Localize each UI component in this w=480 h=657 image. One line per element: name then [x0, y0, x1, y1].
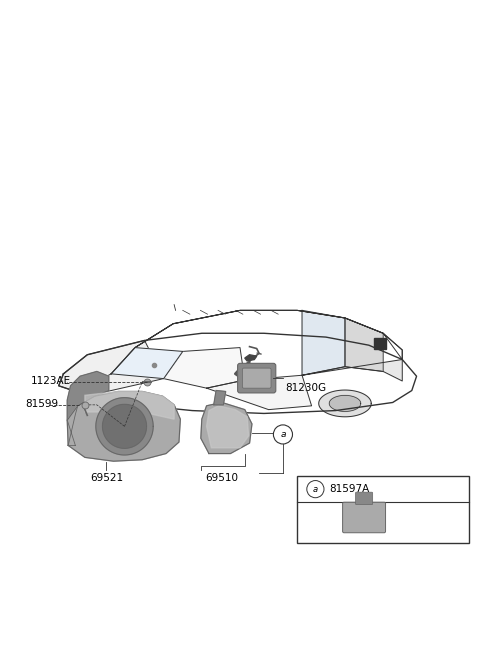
Polygon shape: [206, 406, 249, 448]
Polygon shape: [319, 390, 371, 417]
Polygon shape: [302, 310, 345, 375]
Polygon shape: [59, 340, 164, 396]
Text: a: a: [280, 430, 286, 439]
Text: a: a: [313, 485, 318, 493]
Polygon shape: [97, 393, 149, 420]
Polygon shape: [85, 392, 174, 419]
Polygon shape: [96, 397, 153, 455]
Text: 69510: 69510: [205, 472, 239, 483]
Text: 81597A: 81597A: [330, 484, 370, 494]
Polygon shape: [103, 404, 146, 448]
Polygon shape: [201, 403, 252, 453]
Polygon shape: [111, 348, 183, 378]
Bar: [297, 476, 469, 543]
Polygon shape: [206, 375, 312, 409]
Polygon shape: [373, 338, 385, 349]
Circle shape: [307, 480, 324, 498]
Polygon shape: [108, 398, 139, 415]
Polygon shape: [329, 396, 361, 411]
Text: 1123AE: 1123AE: [31, 376, 71, 386]
FancyBboxPatch shape: [238, 363, 276, 393]
Polygon shape: [345, 318, 383, 371]
Polygon shape: [302, 359, 402, 381]
Polygon shape: [164, 348, 245, 388]
Text: 81230G: 81230G: [285, 382, 326, 393]
Polygon shape: [245, 355, 257, 361]
Text: 81599: 81599: [25, 399, 59, 409]
Polygon shape: [67, 392, 180, 461]
Polygon shape: [111, 310, 402, 374]
Polygon shape: [67, 371, 109, 445]
Text: 69521: 69521: [90, 472, 123, 483]
FancyBboxPatch shape: [242, 368, 271, 388]
FancyBboxPatch shape: [356, 492, 372, 505]
FancyBboxPatch shape: [343, 502, 385, 533]
Circle shape: [274, 425, 292, 444]
Polygon shape: [214, 390, 226, 405]
